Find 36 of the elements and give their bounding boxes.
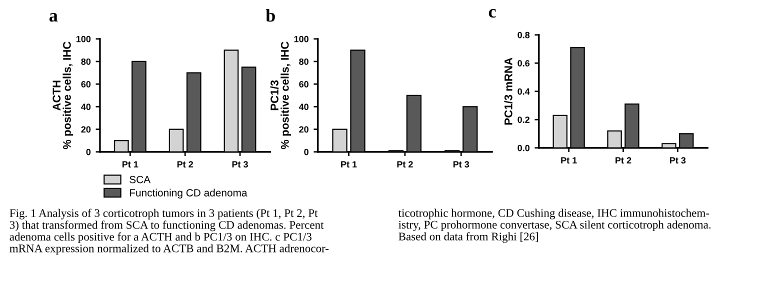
y-tick-label: 60 [81, 81, 91, 88]
y-tick-label: 0.6 [518, 60, 530, 66]
legend-label: SCA [130, 176, 151, 184]
y-tick-label: 100 [294, 36, 308, 42]
y-tick-label: 0.4 [518, 88, 530, 95]
x-tick-label: Pt 1 [122, 161, 138, 168]
y-tick-label: 0.0 [518, 144, 530, 152]
y-tick-label: 0.8 [518, 32, 530, 38]
y-tick-label: 20 [81, 126, 91, 133]
x-tick-label: Pt 1 [561, 157, 577, 164]
y-axis-title: ACTH % positive cells, IHC [52, 42, 74, 150]
chart-title: a [49, 13, 58, 22]
y-tick-label: 0 [304, 148, 308, 156]
caption: Fig. 1 Analysis of 3 corticotroph tumors in 3 patients (Pt 1, Pt 2, Pt 3) that transformed from SCA to functioning CD adenomas. Percent adenoma cells positive for a ACTH and b PC1/3 on IHC. c PC1/3 mRNA expression normalized to ACTB and B2M. ACTH adrenocor- [10, 208, 329, 255]
x-tick-label: Pt 2 [616, 157, 632, 164]
y-axis-title: PC1/3 % positive cells, IHC [270, 42, 291, 150]
y-tick-label: 0.2 [518, 116, 530, 123]
y-tick-label: 60 [299, 81, 308, 88]
y-axis-title: PC1/3 mRNA [504, 58, 512, 125]
x-tick-label: Pt 3 [670, 157, 686, 164]
y-tick-label: 0 [86, 148, 91, 156]
y-tick-label: 80 [81, 58, 91, 65]
y-tick-label: 40 [298, 104, 308, 110]
chart-title: b [266, 8, 275, 22]
legend-label: Functioning CD adenoma [130, 188, 248, 199]
chart-title: c [488, 8, 496, 18]
x-tick-label: Pt 2 [177, 161, 194, 168]
y-tick-label: 40 [81, 104, 91, 110]
x-tick-label: Pt 3 [453, 161, 470, 168]
x-tick-label: Pt 3 [232, 161, 248, 168]
y-tick-label: 100 [76, 36, 91, 42]
y-tick-label: 80 [299, 58, 308, 65]
y-tick-label: 20 [299, 126, 308, 133]
text: ticotrophic hormone, CD Cushing disease, IHC immunohistochem- istry, PC prohormone convertase, SCA silent corticotroph adenoma. Based on data from Righi [26] [398, 208, 711, 243]
x-tick-label: Pt 1 [341, 161, 357, 168]
x-tick-label: Pt 2 [397, 161, 413, 168]
